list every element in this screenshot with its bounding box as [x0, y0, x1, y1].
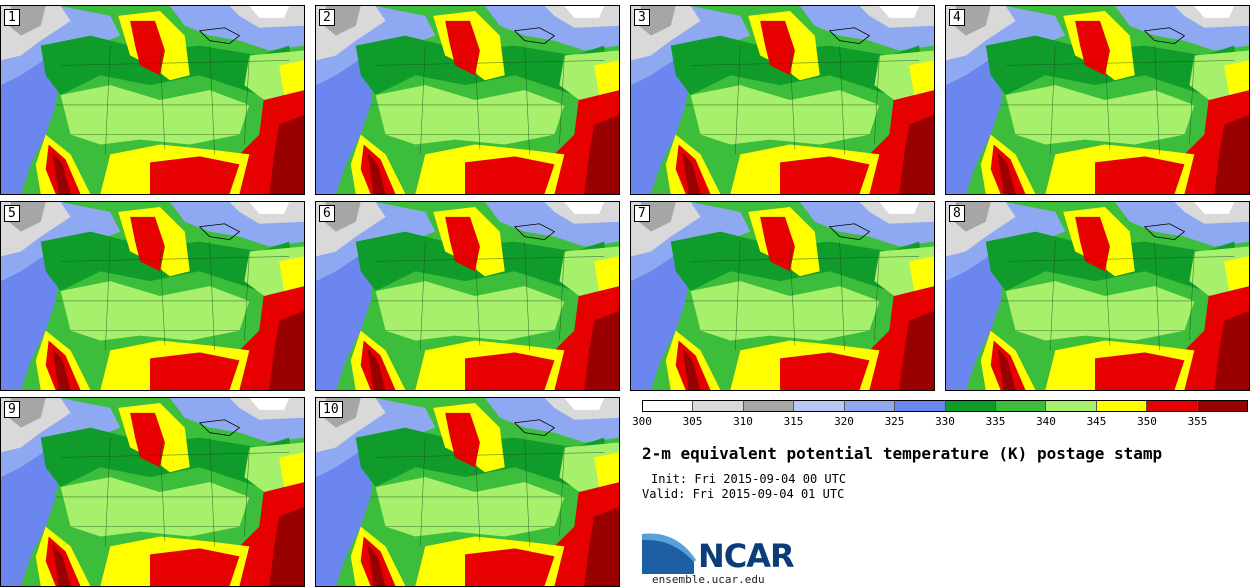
- colorbar-bin: [844, 401, 896, 411]
- colorbar-bin: [995, 401, 1047, 411]
- member-panel: 5: [0, 201, 305, 391]
- colorbar-tick-label: 300: [632, 415, 652, 428]
- colorbar-bin: [945, 401, 996, 411]
- colorbar-bin: [743, 401, 795, 411]
- colorbar-tick-label: 305: [682, 415, 703, 428]
- colorbar-tick-label: 355: [1187, 415, 1208, 428]
- member-panel: 3: [630, 5, 935, 195]
- member-number: 3: [634, 9, 650, 26]
- colorbar-bin: [1197, 401, 1248, 411]
- theta-e-field: [316, 6, 619, 194]
- figure-title: 2-m equivalent potential temperature (K)…: [642, 444, 1163, 463]
- theta-e-field: [946, 6, 1249, 194]
- member-number: 2: [319, 9, 335, 26]
- colorbar-bin: [1147, 401, 1198, 411]
- theta-e-field: [946, 202, 1249, 390]
- theta-e-field: [1, 6, 304, 194]
- member-number: 6: [319, 205, 335, 222]
- colorbar-tick-label: 315: [783, 415, 804, 428]
- theta-e-field: [316, 202, 619, 390]
- member-number: 9: [4, 401, 20, 418]
- theta-e-field: [631, 6, 934, 194]
- ncar-logo-text: NCAR: [698, 537, 795, 575]
- init-time: Init: Fri 2015-09-04 00 UTC: [651, 472, 847, 486]
- member-panel: 2: [315, 5, 620, 195]
- valid-time: Valid: Fri 2015-09-04 01 UTC: [642, 487, 845, 501]
- site-url: ensemble.ucar.edu: [652, 573, 765, 586]
- colorbar-bin: [693, 401, 744, 411]
- theta-e-field: [316, 398, 619, 586]
- member-number: 4: [949, 9, 965, 26]
- colorbar-tick-label: 340: [1036, 415, 1056, 428]
- member-number: 10: [319, 401, 343, 418]
- member-panel: 4: [945, 5, 1250, 195]
- member-number: 1: [4, 9, 20, 26]
- colorbar-tick-label: 320: [834, 415, 854, 428]
- colorbar-tick-label: 335: [985, 415, 1006, 428]
- member-panel: 10: [315, 397, 620, 587]
- member-panel: 7: [630, 201, 935, 391]
- colorbar-tick-label: 345: [1086, 415, 1107, 428]
- colorbar-bin: [643, 401, 694, 411]
- colorbar-tick-label: 325: [884, 415, 905, 428]
- member-panel: 1: [0, 5, 305, 195]
- member-panel: 8: [945, 201, 1250, 391]
- colorbar-bin: [1096, 401, 1148, 411]
- colorbar-bin: [794, 401, 845, 411]
- colorbar-tick-label: 330: [935, 415, 955, 428]
- member-number: 7: [634, 205, 650, 222]
- member-panel: 9: [0, 397, 305, 587]
- colorbar-tick-label: 350: [1137, 415, 1157, 428]
- colorbar-tick-label: 310: [733, 415, 753, 428]
- theta-e-field: [1, 202, 304, 390]
- member-panel: 6: [315, 201, 620, 391]
- colorbar-bin: [895, 401, 946, 411]
- theta-e-field: [631, 202, 934, 390]
- colorbar-bin: [1046, 401, 1097, 411]
- colorbar-strip: [642, 400, 1248, 412]
- ncar-logo-icon: [642, 533, 696, 574]
- theta-e-field: [1, 398, 304, 586]
- member-number: 8: [949, 205, 965, 222]
- member-number: 5: [4, 205, 20, 222]
